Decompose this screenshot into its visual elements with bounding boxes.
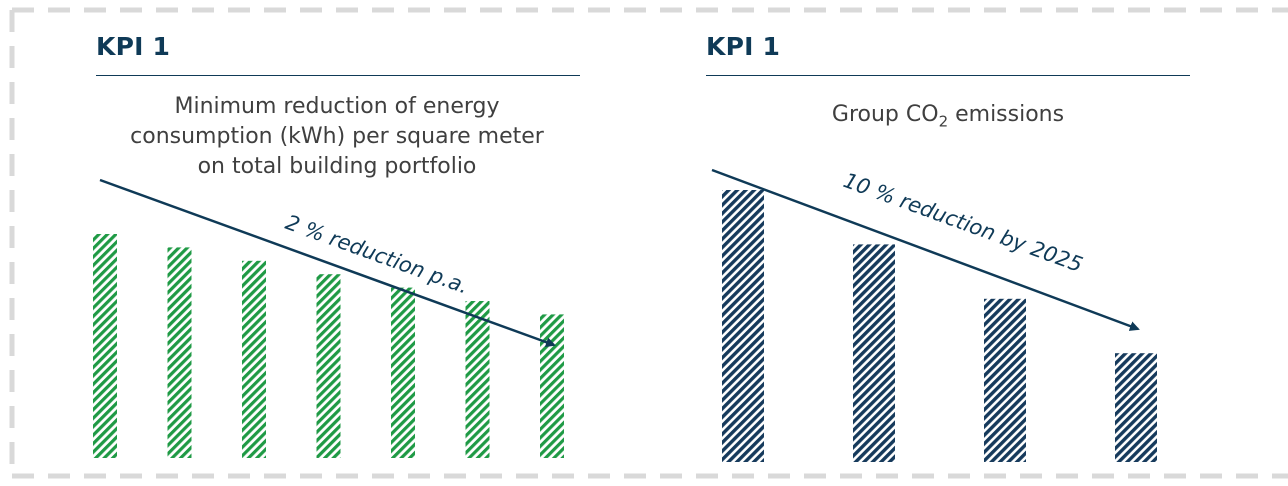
title-rule — [706, 75, 1190, 76]
bar — [391, 287, 415, 458]
trend-arrow — [711, 168, 1140, 331]
bars-co2 — [722, 190, 1157, 462]
title-rule — [96, 75, 580, 76]
subtitle-part: Group CO — [831, 102, 939, 127]
bars-energy — [93, 234, 564, 458]
bar — [93, 234, 117, 458]
kpi-panel-co2: KPI 1 Group CO2 emissions — [640, 0, 1288, 486]
bar — [167, 247, 192, 458]
kpi-panel-energy: KPI 1 Minimum reduction of energy consum… — [0, 0, 640, 486]
bar — [465, 301, 490, 458]
bar — [853, 244, 895, 462]
bar — [316, 274, 341, 458]
trend-arrow — [99, 178, 556, 347]
bar — [540, 314, 564, 458]
bar — [242, 260, 266, 458]
kpi-title: KPI 1 — [706, 32, 781, 61]
subtitle-subscript: 2 — [938, 112, 949, 131]
trend-annotation: 2 % reduction p.a. — [282, 210, 471, 299]
chart-subtitle: Group CO2 emissions — [706, 100, 1190, 136]
bar — [984, 298, 1026, 462]
bar — [722, 190, 764, 462]
subtitle-part: emissions — [948, 102, 1065, 127]
chart-subtitle: Minimum reduction of energy consumption … — [130, 94, 544, 179]
bar — [1115, 353, 1157, 462]
kpi-title: KPI 1 — [96, 32, 171, 61]
